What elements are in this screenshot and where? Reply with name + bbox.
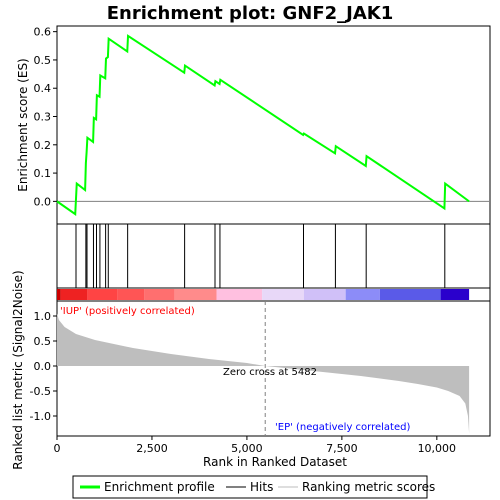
es-ytick-label: 0.3 [34, 111, 52, 124]
color-bar-segment [379, 289, 441, 300]
color-bar-segment [117, 289, 145, 300]
x-axis-title: Rank in Ranked Dataset [203, 455, 347, 469]
ranking-color-bar [56, 287, 491, 302]
legend-frame [72, 475, 428, 499]
x-tick-label: 2,500 [136, 442, 168, 455]
color-bar-segment [303, 289, 346, 300]
es-ytick-label: 0.5 [34, 54, 52, 67]
legend-label: Hits [250, 480, 273, 494]
color-bar-segment [262, 289, 304, 300]
hits-panel [56, 223, 491, 289]
positive-correlation-label: 'IUP' (positively correlated) [60, 306, 195, 317]
x-tick-label: 5,000 [231, 442, 263, 455]
color-bar-segment [60, 289, 88, 300]
metric-ytick-label: 0.0 [34, 360, 52, 373]
metric-ytick-label: 0.5 [34, 335, 52, 348]
color-bar-segment [57, 289, 61, 300]
x-axis: 0 2,500 5,000 7,500 10,000 [54, 436, 457, 455]
x-tick-label: 7,500 [326, 442, 358, 455]
es-axis-title: Enrichment score (ES) [16, 58, 30, 191]
x-tick-label: 10,000 [418, 442, 457, 455]
es-panel: 0.0 0.1 0.2 0.3 0.4 0.5 0.6 Enrichment score (… [16, 25, 491, 225]
hits-frame [56, 223, 491, 289]
legend-label: Enrichment profile [104, 480, 215, 494]
legend: Enrichment profile Hits Ranking metric sco… [72, 475, 435, 499]
es-ytick-label: 0.1 [34, 167, 52, 180]
color-bar-segment [440, 289, 470, 300]
negative-correlation-label: 'EP' (negatively correlated) [275, 422, 410, 433]
color-bar-segment [87, 289, 118, 300]
color-bar-segment [144, 289, 175, 300]
chart-title: Enrichment plot: GNF2_JAK1 [107, 3, 394, 24]
color-bar-segment [174, 289, 217, 300]
metric-ytick-label: -1.0 [30, 410, 51, 423]
zero-cross-label: Zero cross at 5482 [223, 367, 317, 378]
metric-ytick-label: 1.0 [34, 310, 52, 323]
es-ytick-label: 0.2 [34, 139, 52, 152]
ranking-metric-area [57, 313, 470, 434]
es-ytick-label: 0.4 [34, 82, 52, 95]
metric-ytick-label: -0.5 [30, 385, 51, 398]
color-bar-segment [216, 289, 263, 300]
color-bar-segment [345, 289, 380, 300]
es-ytick-label: 0.0 [34, 195, 52, 208]
es-ytick-label: 0.6 [34, 26, 52, 39]
metric-panel: 1.0 0.5 0.0 -0.5 -1.0 'IUP' (positively corr… [11, 270, 491, 470]
metric-axis-title: Ranked list metric (Signal2Noise) [11, 270, 25, 469]
enrichment-profile-line [56, 34, 470, 216]
x-tick-label: 0 [54, 442, 61, 455]
legend-label: Ranking metric scores [302, 480, 435, 494]
